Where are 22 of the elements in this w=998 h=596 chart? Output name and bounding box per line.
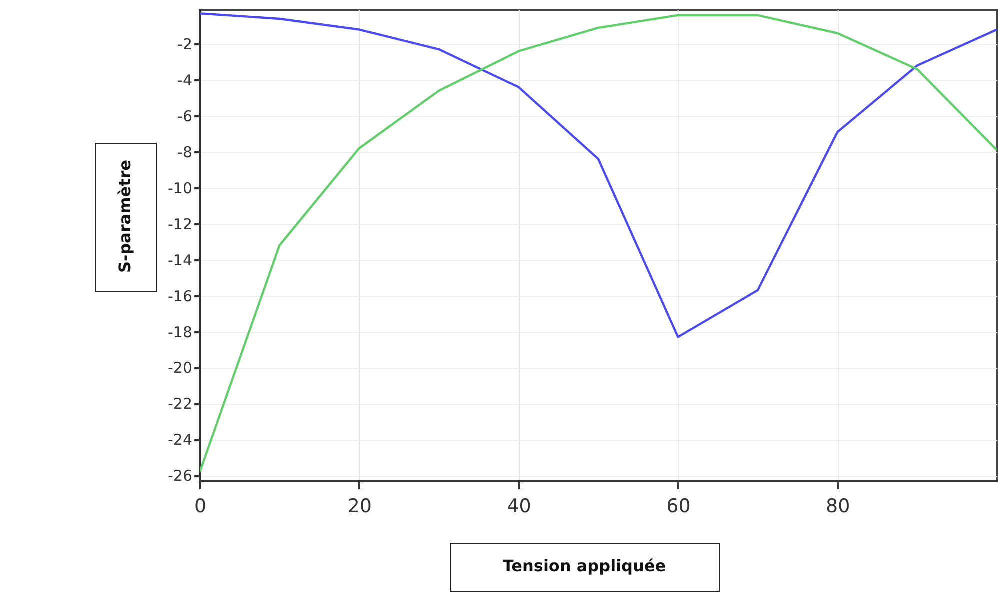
y-tick-label: -14: [168, 251, 192, 270]
x-tick-label: 80: [826, 496, 850, 518]
y-tick-label: -4: [178, 72, 192, 90]
x-tick-label: 40: [507, 496, 532, 518]
y-tick-label: -18: [168, 323, 192, 342]
y-tick-label: -22: [168, 395, 192, 414]
y-tick-label: -10: [168, 179, 192, 198]
y-axis-title: S-paramètre: [116, 160, 134, 274]
line-series: [200, 12, 997, 338]
y-tick-label: -8: [178, 144, 192, 162]
x-tick-label: 20: [348, 496, 372, 518]
x-tick-label: 60: [666, 496, 691, 518]
y-tick-label: -20: [168, 359, 192, 378]
y-tick-label: -24: [168, 431, 192, 450]
line-series: [200, 14, 997, 474]
y-tick-label: -16: [168, 287, 192, 306]
y-tick-label: -26: [168, 467, 192, 486]
x-tick-label: 0: [194, 496, 207, 518]
y-tick-label: -2: [178, 36, 192, 54]
x-axis-title: Tension appliquée: [502, 556, 666, 576]
y-tick-label: -6: [178, 108, 192, 126]
y-tick-label: -12: [168, 215, 192, 234]
